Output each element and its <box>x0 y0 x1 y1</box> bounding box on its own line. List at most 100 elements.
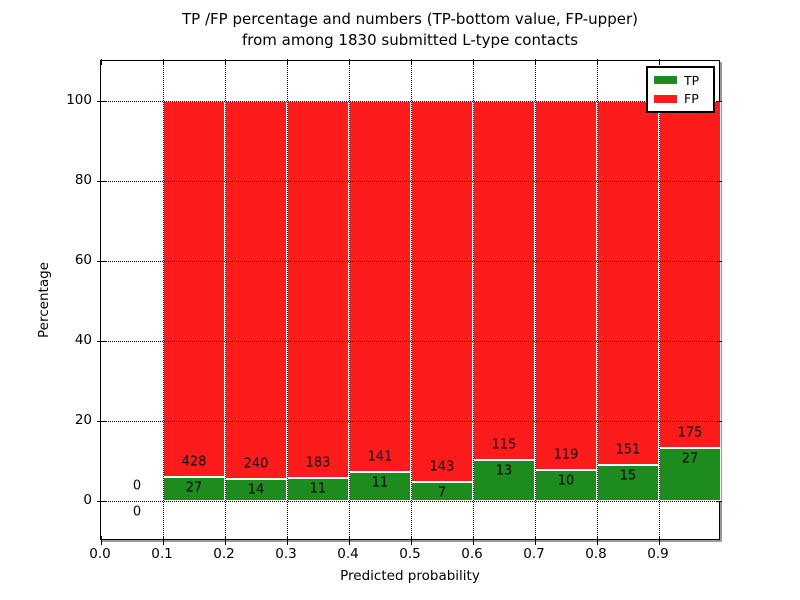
y-axis-label: Percentage <box>36 262 52 338</box>
legend: TP FP <box>646 66 715 113</box>
x-tick-mark <box>596 536 598 545</box>
tp-count-label: 0 <box>132 504 142 520</box>
fp-count-label: 0 <box>132 478 142 494</box>
fp-count-label: 115 <box>491 437 517 453</box>
y-tick-label: 80 <box>74 172 92 188</box>
tp-count-label: 15 <box>619 468 637 484</box>
x-tick-mark <box>472 536 474 545</box>
y-tick-label: 60 <box>74 252 92 268</box>
x-tick-label: 0.0 <box>89 546 111 562</box>
y-tick-label: 40 <box>74 332 92 348</box>
x-tick-label: 0.2 <box>213 546 235 562</box>
x-tick-mark <box>224 536 226 545</box>
x-tick-mark-top <box>410 59 412 65</box>
fp-bar-segment <box>535 101 597 470</box>
x-tick-mark-top <box>596 59 598 65</box>
x-tick-mark <box>534 536 536 545</box>
x-tick-mark-top <box>100 59 102 65</box>
x-gridline <box>411 61 412 541</box>
x-tick-mark-top <box>472 59 474 65</box>
y-tick-label: 0 <box>83 492 92 508</box>
x-tick-label: 0.6 <box>461 546 483 562</box>
y-tick-mark-right <box>716 100 722 102</box>
x-tick-mark <box>348 536 350 545</box>
x-gridline <box>163 61 164 541</box>
fp-count-label: 175 <box>677 425 703 441</box>
chart-title-line2: from among 1830 submitted L-type contact… <box>241 31 579 49</box>
tp-color-swatch <box>654 76 677 85</box>
tp-count-label: 10 <box>557 473 575 489</box>
x-tick-label: 0.5 <box>399 546 421 562</box>
x-tick-mark <box>100 536 102 545</box>
tp-bar-segment <box>473 460 535 501</box>
fp-count-label: 143 <box>429 459 455 475</box>
fp-count-label: 240 <box>243 456 269 472</box>
y-tick-mark-right <box>716 340 722 342</box>
fp-bar-segment <box>225 101 287 479</box>
legend-item-fp: FP <box>654 92 707 105</box>
fp-count-label: 183 <box>305 455 331 471</box>
plot-inner: 0 0 428 27 240 14 183 11 141 11 143 7 115 13 119 10 151 1… <box>97 59 722 545</box>
fp-count-label: 151 <box>615 442 641 458</box>
y-tick-mark <box>97 500 106 502</box>
y-tick-mark <box>97 180 106 182</box>
fp-bar-segment <box>473 101 535 461</box>
x-tick-mark-top <box>658 59 660 65</box>
tp-count-label: 11 <box>371 475 389 491</box>
y-tick-mark-right <box>716 180 722 182</box>
fp-bar-segment <box>597 101 659 465</box>
x-gridline <box>659 61 660 541</box>
y-tick-mark-right <box>716 420 722 422</box>
x-tick-label: 0.8 <box>585 546 607 562</box>
x-gridline <box>535 61 536 541</box>
chart-title: TP /FP percentage and numbers (TP-bottom… <box>100 9 720 51</box>
y-tick-label: 100 <box>66 92 92 108</box>
y-tick-mark <box>97 340 106 342</box>
x-gridline <box>473 61 474 541</box>
fp-count-label: 428 <box>181 454 207 470</box>
y-tick-mark-right <box>716 500 722 502</box>
x-tick-label: 0.4 <box>337 546 359 562</box>
x-tick-mark-top <box>286 59 288 65</box>
x-axis-label: Predicted probability <box>340 568 480 584</box>
fp-bar-segment <box>287 101 349 479</box>
x-tick-label: 0.1 <box>151 546 173 562</box>
fp-bar-segment <box>411 101 473 483</box>
chart-title-line1: TP /FP percentage and numbers (TP-bottom… <box>182 10 638 28</box>
tp-count-label: 14 <box>247 482 265 498</box>
x-tick-mark <box>286 536 288 545</box>
tp-count-label: 7 <box>437 485 447 501</box>
x-tick-label: 0.7 <box>523 546 545 562</box>
tp-count-label: 11 <box>309 481 327 497</box>
fp-count-label: 141 <box>367 449 393 465</box>
x-tick-label: 0.9 <box>647 546 669 562</box>
fp-bar-segment <box>349 101 411 473</box>
tp-count-label: 27 <box>185 480 203 496</box>
tp-count-label: 13 <box>495 463 513 479</box>
y-tick-mark <box>97 100 106 102</box>
x-gridline <box>287 61 288 541</box>
x-tick-mark-top <box>348 59 350 65</box>
fp-bar-segment <box>659 101 721 448</box>
legend-item-tp: TP <box>654 74 707 87</box>
plot-area: 0 0 428 27 240 14 183 11 141 11 143 7 115 13 119 10 151 1… <box>97 59 722 545</box>
fp-count-label: 119 <box>553 447 579 463</box>
x-tick-label: 0.3 <box>275 546 297 562</box>
y-tick-mark-right <box>716 260 722 262</box>
x-tick-mark-top <box>534 59 536 65</box>
x-gridline <box>597 61 598 541</box>
fp-color-swatch <box>654 94 677 103</box>
x-tick-mark-top <box>162 59 164 65</box>
x-tick-mark <box>410 536 412 545</box>
x-tick-mark <box>162 536 164 545</box>
legend-label-tp: TP <box>684 72 700 88</box>
x-gridline <box>349 61 350 541</box>
y-tick-label: 20 <box>74 412 92 428</box>
x-gridline <box>225 61 226 541</box>
x-tick-mark <box>658 536 660 545</box>
y-tick-mark <box>97 260 106 262</box>
tp-bar-segment <box>659 447 721 501</box>
y-tick-mark <box>97 420 106 422</box>
tp-count-label: 27 <box>681 451 699 467</box>
